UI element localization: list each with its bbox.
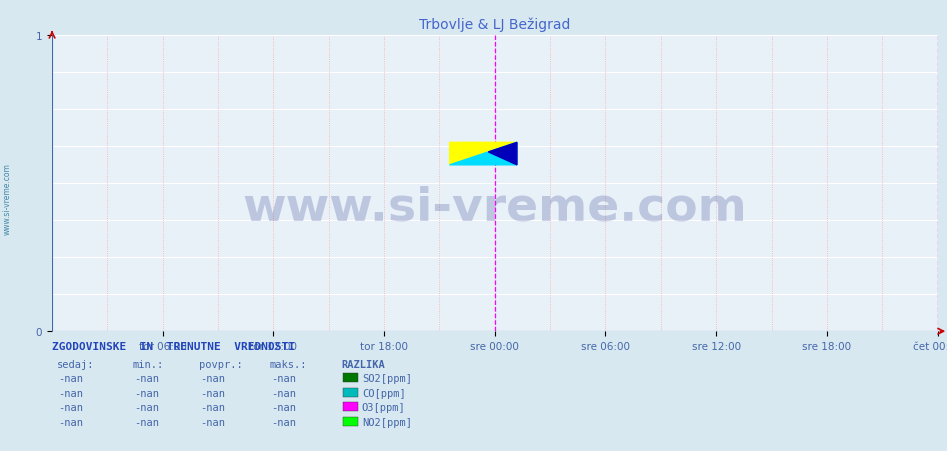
Text: NO2[ppm]: NO2[ppm] bbox=[362, 417, 412, 427]
Text: -nan: -nan bbox=[272, 373, 296, 383]
Text: -nan: -nan bbox=[59, 388, 83, 398]
Text: -nan: -nan bbox=[201, 417, 225, 427]
Text: min.:: min.: bbox=[133, 359, 164, 369]
Text: -nan: -nan bbox=[59, 402, 83, 412]
Text: -nan: -nan bbox=[272, 388, 296, 398]
Polygon shape bbox=[450, 143, 517, 166]
Text: -nan: -nan bbox=[134, 388, 159, 398]
Text: -nan: -nan bbox=[272, 402, 296, 412]
Title: Trbovlje & LJ Bežigrad: Trbovlje & LJ Bežigrad bbox=[420, 18, 570, 32]
Text: SO2[ppm]: SO2[ppm] bbox=[362, 373, 412, 383]
Text: -nan: -nan bbox=[272, 417, 296, 427]
Text: sedaj:: sedaj: bbox=[57, 359, 95, 369]
Text: -nan: -nan bbox=[201, 388, 225, 398]
Text: -nan: -nan bbox=[134, 402, 159, 412]
Polygon shape bbox=[489, 143, 517, 166]
Text: povpr.:: povpr.: bbox=[199, 359, 242, 369]
Text: -nan: -nan bbox=[201, 373, 225, 383]
Text: -nan: -nan bbox=[134, 417, 159, 427]
Text: -nan: -nan bbox=[201, 402, 225, 412]
Text: RAZLIKA: RAZLIKA bbox=[341, 359, 384, 369]
Text: maks.:: maks.: bbox=[270, 359, 308, 369]
Text: www.si-vreme.com: www.si-vreme.com bbox=[3, 162, 12, 235]
Text: CO[ppm]: CO[ppm] bbox=[362, 388, 405, 398]
Text: ZGODOVINSKE  IN  TRENUTNE  VREDNOSTI: ZGODOVINSKE IN TRENUTNE VREDNOSTI bbox=[52, 341, 295, 351]
Polygon shape bbox=[450, 143, 517, 166]
Text: O3[ppm]: O3[ppm] bbox=[362, 402, 405, 412]
Text: -nan: -nan bbox=[134, 373, 159, 383]
Text: www.si-vreme.com: www.si-vreme.com bbox=[242, 185, 747, 230]
Text: -nan: -nan bbox=[59, 373, 83, 383]
Text: -nan: -nan bbox=[59, 417, 83, 427]
